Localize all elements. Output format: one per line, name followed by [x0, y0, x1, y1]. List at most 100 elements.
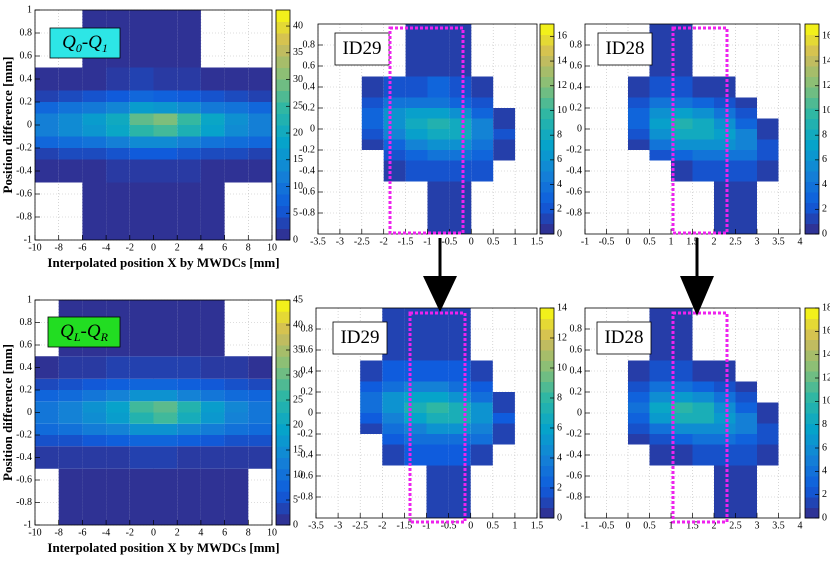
colorbar-band	[805, 434, 819, 445]
cell	[129, 113, 154, 125]
z-tick-label: 4	[557, 452, 562, 463]
cell	[177, 10, 201, 68]
cell	[426, 381, 449, 392]
panel: -3.5 -3 -2.5 -2 -1.5 -1 -0.5 0 0.5 1 1.5 -0.8 -0.6 -0…	[297, 302, 567, 531]
cell	[448, 444, 471, 466]
cell	[448, 465, 471, 518]
cell	[248, 401, 272, 413]
x-tick-label: -2	[126, 527, 134, 538]
cell	[248, 412, 272, 424]
cell	[82, 356, 107, 379]
cell	[35, 446, 59, 469]
x-tick-label: 6	[222, 242, 227, 253]
y-tick-label: 0	[577, 123, 582, 134]
cell	[405, 76, 428, 98]
x-tick-label: -4	[102, 242, 110, 253]
z-tick-label: 6	[557, 154, 562, 165]
y-tick-label: -0.2	[16, 142, 32, 153]
cell	[757, 139, 779, 150]
x-tick-label: 0	[626, 236, 631, 247]
z-tick-label: 2	[557, 204, 562, 215]
cell	[82, 159, 107, 183]
cell	[405, 118, 428, 129]
cell	[82, 401, 107, 413]
x-tick-label: -2.5	[354, 236, 370, 247]
selection-box	[388, 26, 465, 235]
cell	[735, 160, 757, 182]
y-axis-label: Position difference [mm]	[0, 57, 15, 194]
cell	[492, 423, 515, 434]
cell	[492, 392, 515, 403]
cell	[382, 381, 405, 392]
colorbar-band	[540, 45, 554, 56]
x-tick-label: 4	[198, 527, 203, 538]
cell	[200, 378, 225, 390]
cell	[177, 136, 201, 148]
colorbar-band	[276, 513, 290, 526]
colorbar-band	[540, 329, 554, 340]
x-tick-label: -1	[581, 520, 589, 531]
cell	[177, 300, 201, 357]
y-tick-label: 0.4	[20, 73, 33, 84]
label-part: 1	[102, 41, 108, 55]
y-tick-label: -0.6	[299, 186, 315, 197]
cell	[58, 125, 83, 137]
y-tick-label: 0.4	[570, 81, 583, 92]
cell	[714, 402, 736, 413]
z-tick-label: 2	[822, 204, 827, 215]
cell	[405, 139, 428, 150]
y-tick-label: -0.2	[297, 428, 313, 439]
y-tick-label: 0.2	[570, 102, 583, 113]
cell	[177, 159, 201, 183]
cell	[493, 150, 516, 161]
colorbar-band	[540, 192, 554, 203]
y-tick-label: -1	[24, 234, 32, 245]
colorbar-band	[276, 502, 290, 515]
selection-box	[671, 311, 729, 524]
cell	[671, 160, 693, 182]
cell	[153, 159, 178, 183]
z-tick-label: 8	[557, 129, 562, 140]
z-tick-label: 5	[293, 494, 298, 505]
cell	[757, 444, 779, 466]
x-tick-label: -8	[55, 242, 63, 253]
cell	[200, 412, 225, 424]
z-tick-label: 16	[822, 326, 830, 337]
colorbar-frame	[275, 299, 291, 526]
cell	[153, 125, 178, 137]
cell	[448, 392, 471, 403]
cell	[628, 423, 650, 434]
colorbar-band	[805, 413, 819, 424]
colorbar-band	[805, 371, 819, 382]
cell	[714, 413, 736, 424]
colorbar-frame	[539, 307, 555, 519]
cell	[82, 378, 107, 390]
cell	[427, 76, 450, 98]
colorbar-band	[276, 378, 290, 391]
cell	[129, 378, 154, 390]
z-tick-label: 35	[293, 344, 303, 355]
cell	[200, 182, 225, 240]
cell	[58, 90, 83, 102]
z-tick-label: 5	[293, 208, 298, 219]
colorbar-band	[276, 217, 290, 229]
y-tick-label: -0.8	[297, 491, 313, 502]
panel-label: ID28	[605, 38, 644, 59]
cell	[735, 434, 757, 445]
colorbar-band	[805, 318, 819, 330]
cell	[692, 360, 714, 382]
cell	[471, 160, 494, 182]
cell	[58, 435, 83, 447]
cell	[405, 24, 428, 77]
y-tick-label: -0.8	[16, 211, 32, 222]
colorbar-band	[276, 412, 290, 425]
cell	[248, 378, 272, 390]
x-tick-label: 6	[222, 527, 227, 538]
z-tick-label: 14	[557, 302, 567, 313]
x-tick-label: 3.5	[772, 520, 785, 531]
z-tick-label: 45	[293, 294, 303, 305]
colorbar-band	[805, 497, 819, 508]
colorbar-band	[805, 476, 819, 487]
z-tick-label: 35	[293, 47, 303, 58]
x-tick-label: 0.5	[487, 236, 500, 247]
